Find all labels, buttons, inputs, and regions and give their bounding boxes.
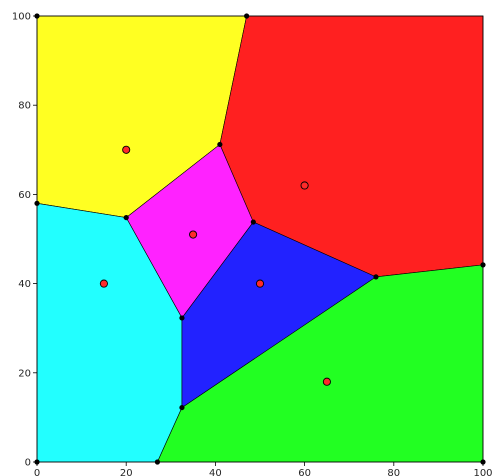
x-tick-label: 40 xyxy=(209,468,222,476)
site-point xyxy=(300,181,309,190)
y-tick-label: 80 xyxy=(18,101,31,112)
site-point xyxy=(322,377,331,386)
site-point xyxy=(255,279,265,288)
y-tick-label: 20 xyxy=(18,368,31,379)
site-point xyxy=(99,279,108,288)
voronoi-vertices xyxy=(34,13,486,465)
axes xyxy=(36,15,484,463)
site-point xyxy=(122,145,131,154)
voronoi-vertex xyxy=(179,315,185,321)
voronoi-sites xyxy=(99,145,331,386)
x-tick-label: 0 xyxy=(34,468,40,476)
ticks: 0 20 40 60 80 100 0 20 40 60 80 100 xyxy=(12,12,492,476)
voronoi-vertex xyxy=(123,214,129,221)
voronoi-vertex xyxy=(373,274,379,280)
y-tick-label: 100 xyxy=(12,12,31,23)
y-tick-label: 40 xyxy=(18,279,31,290)
x-tick-label: 20 xyxy=(120,468,133,476)
x-tick-label: 80 xyxy=(387,468,400,476)
voronoi-regions xyxy=(36,15,484,463)
x-tick-label: 100 xyxy=(473,468,492,476)
voronoi-vertex xyxy=(217,141,223,148)
site-point xyxy=(189,230,198,239)
y-tick-label: 0 xyxy=(25,458,31,469)
voronoi-vertex xyxy=(179,404,185,411)
y-tick-label: 60 xyxy=(18,190,31,201)
x-tick-label: 60 xyxy=(298,468,311,476)
plot-frame xyxy=(36,15,484,463)
voronoi-vertex xyxy=(250,219,256,225)
